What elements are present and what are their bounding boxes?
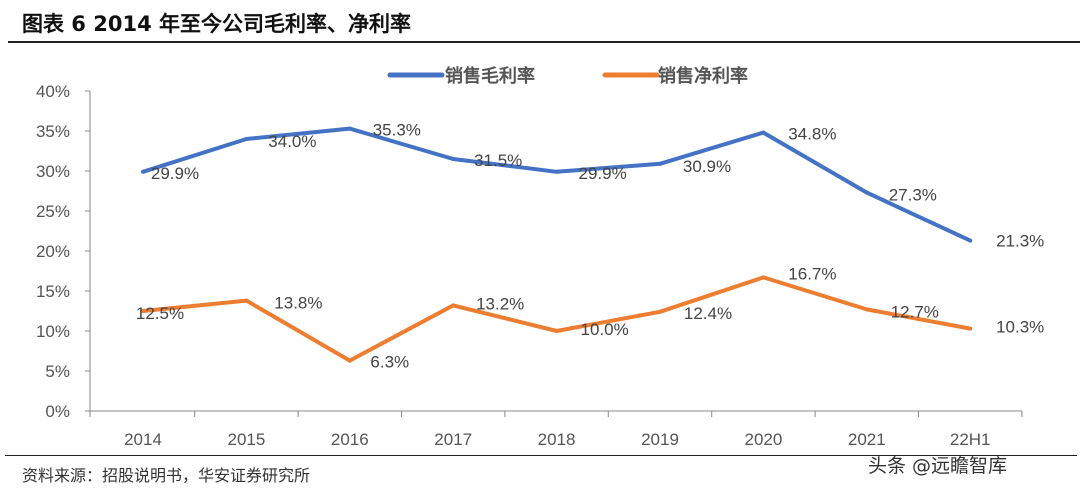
data-label: 10.3% bbox=[996, 318, 1044, 337]
data-point bbox=[347, 126, 352, 131]
data-point bbox=[554, 169, 559, 174]
data-point bbox=[554, 329, 559, 333]
x-tick-label: 2018 bbox=[538, 430, 576, 449]
source-note: 资料来源：招股说明书，华安证券研究所 bbox=[22, 466, 311, 485]
data-point bbox=[658, 161, 662, 166]
y-tick-label: 10% bbox=[36, 322, 70, 341]
data-point bbox=[244, 298, 249, 303]
data-point bbox=[864, 190, 869, 195]
x-tick-label: 2014 bbox=[124, 430, 162, 449]
data-label: 29.9% bbox=[578, 164, 626, 183]
data-point bbox=[761, 130, 766, 135]
data-label: 13.2% bbox=[476, 294, 524, 313]
data-label: 29.9% bbox=[151, 164, 199, 183]
y-tick-label: 30% bbox=[36, 162, 70, 181]
chart-title: 图表 6 2014 年至今公司毛利率、净利率 bbox=[22, 12, 411, 36]
data-label: 35.3% bbox=[373, 121, 421, 140]
y-tick-label: 25% bbox=[36, 202, 70, 221]
data-label: 12.4% bbox=[684, 304, 732, 323]
x-tick-label: 2020 bbox=[744, 430, 782, 449]
y-tick-label: 5% bbox=[45, 362, 70, 381]
data-label: 6.3% bbox=[370, 353, 409, 372]
data-point bbox=[761, 275, 766, 280]
x-tick-label: 2017 bbox=[434, 430, 472, 449]
data-point bbox=[451, 157, 456, 161]
x-tick-label: 2021 bbox=[848, 430, 886, 449]
series-line-net-margin bbox=[142, 275, 971, 363]
legend-label: 销售毛利率 bbox=[445, 65, 535, 86]
x-tick-label: 22H1 bbox=[950, 430, 991, 449]
data-point bbox=[968, 238, 973, 243]
title-divider bbox=[8, 41, 1080, 43]
data-point bbox=[141, 169, 145, 174]
x-tick-label: 2015 bbox=[227, 430, 265, 449]
series-line-gross-margin bbox=[142, 126, 972, 243]
y-tick-label: 20% bbox=[36, 242, 70, 261]
data-label: 34.0% bbox=[268, 132, 316, 151]
data-point bbox=[451, 303, 456, 308]
legend-label: 销售净利率 bbox=[658, 65, 748, 86]
x-tick-label: 2016 bbox=[331, 430, 369, 449]
y-tick-label: 35% bbox=[36, 122, 70, 141]
data-point bbox=[141, 309, 145, 313]
watermark: 头条 @远瞻智库 bbox=[868, 455, 1008, 477]
data-point bbox=[864, 307, 869, 312]
data-point bbox=[347, 358, 352, 363]
data-label: 31.5% bbox=[474, 151, 522, 170]
data-label: 16.7% bbox=[788, 264, 836, 283]
data-point bbox=[968, 326, 973, 331]
y-tick-label: 40% bbox=[36, 82, 70, 101]
y-tick-label: 0% bbox=[45, 402, 70, 421]
data-point bbox=[658, 309, 662, 314]
data-label: 12.7% bbox=[891, 302, 939, 321]
data-point bbox=[244, 137, 249, 141]
data-label: 27.3% bbox=[889, 186, 937, 205]
x-tick-label: 2019 bbox=[641, 430, 679, 449]
data-label: 13.8% bbox=[274, 294, 322, 313]
y-tick-label: 15% bbox=[36, 282, 70, 301]
data-label: 21.3% bbox=[996, 232, 1044, 251]
data-label: 34.8% bbox=[788, 125, 836, 144]
data-label: 12.5% bbox=[136, 304, 184, 323]
data-label: 10.0% bbox=[580, 320, 628, 339]
data-label: 30.9% bbox=[683, 157, 731, 176]
footer-divider bbox=[5, 455, 1077, 456]
